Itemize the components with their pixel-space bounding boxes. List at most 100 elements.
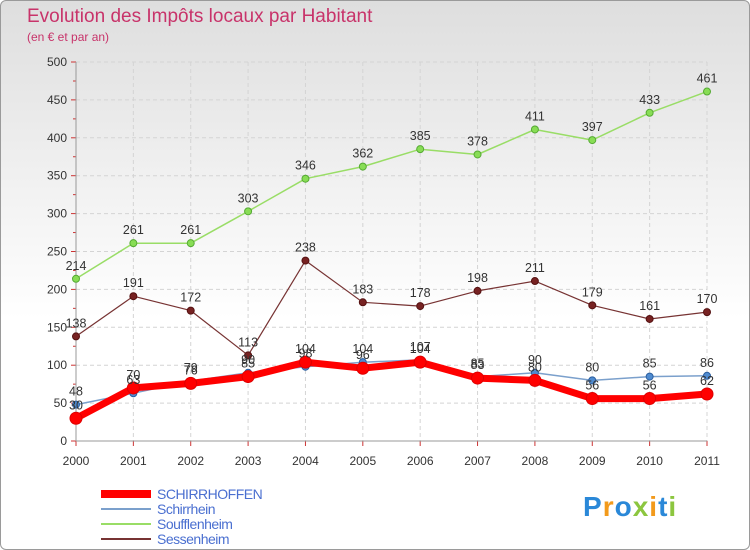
data-point-schirrhein xyxy=(72,400,80,409)
data-point-soufflenheim xyxy=(473,150,482,159)
data-label-soufflenheim: 461 xyxy=(697,72,718,86)
legend-swatch xyxy=(101,538,151,540)
chart-title: Evolution des Impôts locaux par Habitant xyxy=(27,6,373,27)
logo-letter: x xyxy=(632,491,650,522)
y-tick-label: 300 xyxy=(47,207,67,221)
y-tick-label: 50 xyxy=(54,396,68,410)
legend-label: Soufflenheim xyxy=(157,516,233,532)
data-label-schirrhein: 86 xyxy=(700,356,714,370)
legend-swatch xyxy=(101,490,151,498)
legend-swatch xyxy=(101,523,151,525)
data-point-schirrhoffen xyxy=(184,376,198,390)
logo-letter: i xyxy=(668,491,678,522)
data-label-schirrhein: 79 xyxy=(184,361,198,375)
data-point-schirrhein xyxy=(588,376,597,385)
logo-letter: r xyxy=(602,491,615,522)
data-point-schirrhoffen xyxy=(298,355,312,369)
x-tick-label: 2003 xyxy=(235,454,262,468)
y-tick-label: 350 xyxy=(47,169,67,183)
legend: SCHIRRHOFFEN Schirrhein Soufflenheim Sessen… xyxy=(101,486,361,547)
data-point-soufflenheim xyxy=(301,174,310,183)
logo-letter: i xyxy=(649,491,659,522)
legend-item-soufflenheim: Soufflenheim xyxy=(101,516,361,532)
data-point-schirrhein xyxy=(645,372,654,381)
series-line-sessenheim xyxy=(75,260,708,356)
data-label-sessenheim: 198 xyxy=(467,271,488,285)
chart-subtitle: (en € et par an) xyxy=(27,30,110,44)
data-label-sessenheim: 161 xyxy=(639,299,660,313)
legend-item-schirrhein: Schirrhein xyxy=(101,501,361,517)
data-label-soufflenheim: 385 xyxy=(410,129,431,143)
data-point-sessenheim xyxy=(703,308,711,317)
data-point-soufflenheim xyxy=(645,108,654,117)
data-point-soufflenheim xyxy=(358,162,367,171)
legend-swatch xyxy=(101,508,151,510)
data-point-sessenheim xyxy=(301,256,310,265)
data-point-schirrhoffen xyxy=(700,387,714,401)
data-label-sessenheim: 183 xyxy=(352,282,373,296)
data-label-soufflenheim: 261 xyxy=(180,223,201,237)
y-tick-label: 100 xyxy=(47,358,67,372)
data-label-soufflenheim: 433 xyxy=(639,93,660,107)
data-point-sessenheim xyxy=(244,351,253,360)
data-label-sessenheim: 113 xyxy=(238,335,258,349)
legend-label: SCHIRRHOFFEN xyxy=(157,486,263,502)
data-label-schirrhoffen: 30 xyxy=(69,398,83,412)
data-point-schirrhoffen xyxy=(241,370,255,384)
logo-letter: P xyxy=(583,491,603,522)
data-point-schirrhoffen xyxy=(126,381,140,395)
x-tick-label: 2005 xyxy=(349,454,376,468)
data-label-soufflenheim: 261 xyxy=(123,223,144,237)
data-point-sessenheim xyxy=(129,292,138,301)
data-point-schirrhoffen xyxy=(471,371,485,385)
data-label-schirrhoffen: 85 xyxy=(241,357,255,371)
data-point-schirrhoffen xyxy=(528,373,542,387)
data-label-sessenheim: 238 xyxy=(295,241,316,255)
x-tick-label: 2002 xyxy=(177,454,204,468)
data-label-schirrhoffen: 80 xyxy=(528,360,542,374)
x-tick-label: 2000 xyxy=(63,454,90,468)
data-label-sessenheim: 179 xyxy=(582,285,603,299)
data-label-sessenheim: 191 xyxy=(123,276,144,290)
x-tick-label: 2008 xyxy=(522,454,549,468)
data-label-schirrhoffen: 96 xyxy=(356,348,370,362)
data-point-schirrhoffen xyxy=(413,355,427,369)
data-label-schirrhoffen: 104 xyxy=(295,342,316,356)
data-point-sessenheim xyxy=(416,302,425,311)
x-tick-label: 2007 xyxy=(464,454,491,468)
x-tick-label: 2009 xyxy=(579,454,606,468)
x-tick-label: 2001 xyxy=(120,454,147,468)
proxiti-logo: Proxiti xyxy=(583,491,677,523)
data-label-schirrhoffen: 56 xyxy=(643,379,657,393)
data-label-schirrhoffen: 62 xyxy=(700,374,714,388)
data-point-sessenheim xyxy=(72,332,80,341)
y-tick-label: 450 xyxy=(47,93,67,107)
data-point-soufflenheim xyxy=(416,145,425,154)
x-tick-label: 2004 xyxy=(292,454,319,468)
data-label-schirrhein: 90 xyxy=(528,353,542,367)
data-point-schirrhein xyxy=(703,371,711,380)
data-label-soufflenheim: 303 xyxy=(238,191,259,205)
data-label-schirrhoffen: 76 xyxy=(184,363,198,377)
data-label-soufflenheim: 411 xyxy=(525,109,545,123)
y-tick-label: 500 xyxy=(47,55,67,69)
data-label-schirrhein: 98 xyxy=(299,347,313,361)
data-label-soufflenheim: 346 xyxy=(295,159,316,173)
data-label-sessenheim: 211 xyxy=(525,261,545,275)
y-tick-label: 150 xyxy=(47,320,67,334)
data-point-schirrhoffen xyxy=(69,411,83,425)
data-label-sessenheim: 178 xyxy=(410,286,431,300)
legend-item-schirrhoffen: SCHIRRHOFFEN xyxy=(101,486,361,502)
data-label-soufflenheim: 378 xyxy=(467,134,488,148)
data-label-schirrhein: 107 xyxy=(410,340,431,354)
data-point-soufflenheim xyxy=(129,239,138,248)
y-tick-label: 400 xyxy=(47,131,67,145)
data-point-sessenheim xyxy=(530,277,539,286)
data-label-schirrhein: 85 xyxy=(471,357,485,371)
data-point-sessenheim xyxy=(186,306,195,315)
data-label-schirrhoffen: 83 xyxy=(471,358,485,372)
data-point-soufflenheim xyxy=(588,136,597,145)
data-point-schirrhoffen xyxy=(356,361,370,375)
x-tick-label: 2011 xyxy=(694,454,720,468)
